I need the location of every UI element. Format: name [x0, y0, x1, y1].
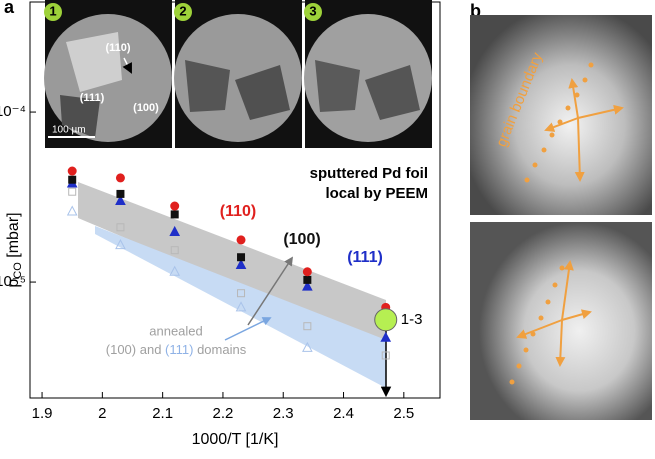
point [302, 280, 313, 291]
x-tick-label: 2 [98, 405, 106, 422]
x-axis-label: 1000/T [1/K] [192, 431, 279, 448]
point [66, 205, 78, 216]
y-axis-label: pCO [mbar] [5, 212, 24, 287]
point [235, 301, 247, 312]
point [67, 166, 77, 176]
point [116, 223, 125, 232]
point [170, 210, 179, 219]
point [115, 239, 126, 250]
point [170, 246, 179, 255]
point [381, 351, 390, 360]
point [235, 258, 247, 270]
highlight-point [374, 308, 398, 332]
series-label: (100) [283, 231, 320, 248]
annealed-note: (100) and (111) domains [106, 342, 247, 357]
x-tick-label: 1.9 [32, 405, 53, 422]
pointer [224, 317, 272, 341]
y-label-part: p [5, 279, 22, 288]
y-label-part: [mbar] [5, 212, 22, 262]
point [303, 322, 312, 331]
x-tick-label: 2.5 [393, 405, 414, 422]
scale-label: 100 µm [52, 125, 86, 136]
point [237, 253, 246, 262]
point [169, 265, 181, 276]
x-tick-label: 2.1 [152, 405, 173, 422]
y-tick-label: 10⁻⁴ [0, 103, 26, 120]
annealed-note: and [136, 342, 165, 357]
sample-note: sputtered Pd foil [310, 165, 428, 182]
point [68, 175, 77, 184]
panel-b-images [470, 15, 652, 420]
x-tick-label: 2.4 [333, 405, 354, 422]
point [303, 275, 312, 284]
grain-label: (111) [80, 92, 105, 104]
annealed-note: domains [193, 342, 246, 357]
panel-label: b [470, 1, 481, 21]
series-label: (111) [165, 342, 193, 357]
point [116, 189, 125, 198]
panel-label: a [4, 0, 15, 17]
point [170, 201, 180, 211]
pointer [247, 256, 293, 326]
frame-label: 2 [179, 3, 186, 18]
point [169, 225, 181, 237]
point [236, 235, 246, 245]
frame-label: 1 [49, 3, 56, 18]
series-label: (111) [347, 249, 383, 266]
x-tick-label: 2.3 [273, 405, 294, 422]
y-label-sub: CO [12, 262, 24, 279]
point [302, 267, 312, 277]
sample-note: local by PEEM [325, 185, 428, 202]
point [115, 194, 126, 205]
point [302, 341, 313, 352]
point [115, 173, 125, 183]
point [380, 331, 392, 342]
series-label: (110) [220, 203, 256, 220]
grain-label: (100) [133, 102, 159, 114]
peem-images [44, 0, 432, 148]
band-111 [95, 226, 386, 388]
x-tick-label: 2.2 [213, 405, 234, 422]
y-tick-label: 10⁻⁵ [0, 273, 26, 290]
point [68, 187, 77, 196]
grain-label: (110) [105, 42, 130, 54]
band-100 [78, 182, 386, 348]
series-label: (100) [106, 342, 136, 357]
frame-label: 3 [309, 3, 316, 18]
point [237, 289, 246, 298]
highlight-label: 1-3 [401, 311, 423, 328]
annealed-note: annealed [149, 323, 203, 338]
